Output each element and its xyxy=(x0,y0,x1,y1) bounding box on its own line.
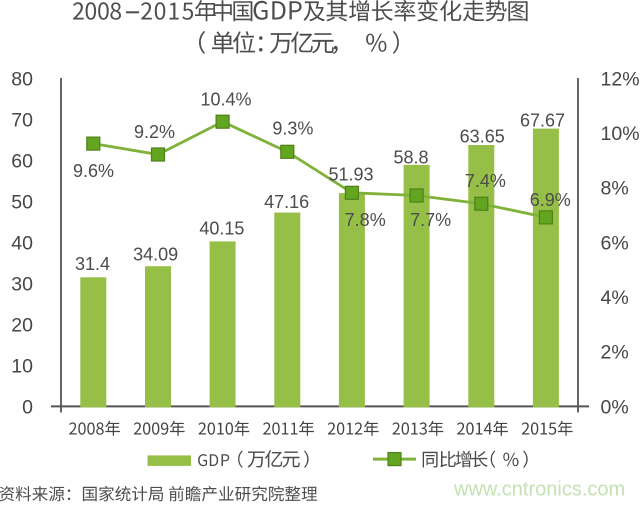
svg-text:30: 30 xyxy=(11,273,33,295)
svg-text:6.9%: 6.9% xyxy=(530,190,571,210)
svg-text:51.93: 51.93 xyxy=(328,165,373,185)
svg-text:12%: 12% xyxy=(601,68,640,90)
svg-text:80: 80 xyxy=(11,68,33,90)
svg-text:2%: 2% xyxy=(601,342,629,364)
svg-text:8%: 8% xyxy=(601,178,629,200)
svg-text:4%: 4% xyxy=(601,287,629,309)
svg-text:9.3%: 9.3% xyxy=(272,119,313,139)
svg-text:0: 0 xyxy=(22,396,33,418)
svg-text:20: 20 xyxy=(11,314,33,336)
svg-text:40.15: 40.15 xyxy=(199,219,244,239)
svg-text:40: 40 xyxy=(11,232,33,254)
svg-text:9.6%: 9.6% xyxy=(73,161,114,181)
svg-text:0%: 0% xyxy=(601,396,629,418)
svg-text:67.67: 67.67 xyxy=(520,111,565,131)
svg-text:34.09: 34.09 xyxy=(133,245,178,265)
svg-text:31.4: 31.4 xyxy=(75,254,110,274)
svg-text:10.4%: 10.4% xyxy=(200,90,251,110)
svg-text:47.16: 47.16 xyxy=(264,192,309,212)
svg-text:7.4%: 7.4% xyxy=(465,171,506,191)
svg-text:9.2%: 9.2% xyxy=(134,122,175,142)
svg-text:7.7%: 7.7% xyxy=(410,210,451,230)
svg-text:10: 10 xyxy=(11,355,33,377)
svg-text:60: 60 xyxy=(11,150,33,172)
svg-text:10%: 10% xyxy=(601,123,640,145)
svg-text:7.8%: 7.8% xyxy=(345,210,386,230)
svg-text:58.8: 58.8 xyxy=(393,148,428,168)
svg-text:50: 50 xyxy=(11,191,33,213)
svg-text:70: 70 xyxy=(11,109,33,131)
svg-text:6%: 6% xyxy=(601,232,629,254)
svg-text:63.65: 63.65 xyxy=(460,127,505,147)
svg-text:www.cntronics.com: www.cntronics.com xyxy=(453,479,625,501)
